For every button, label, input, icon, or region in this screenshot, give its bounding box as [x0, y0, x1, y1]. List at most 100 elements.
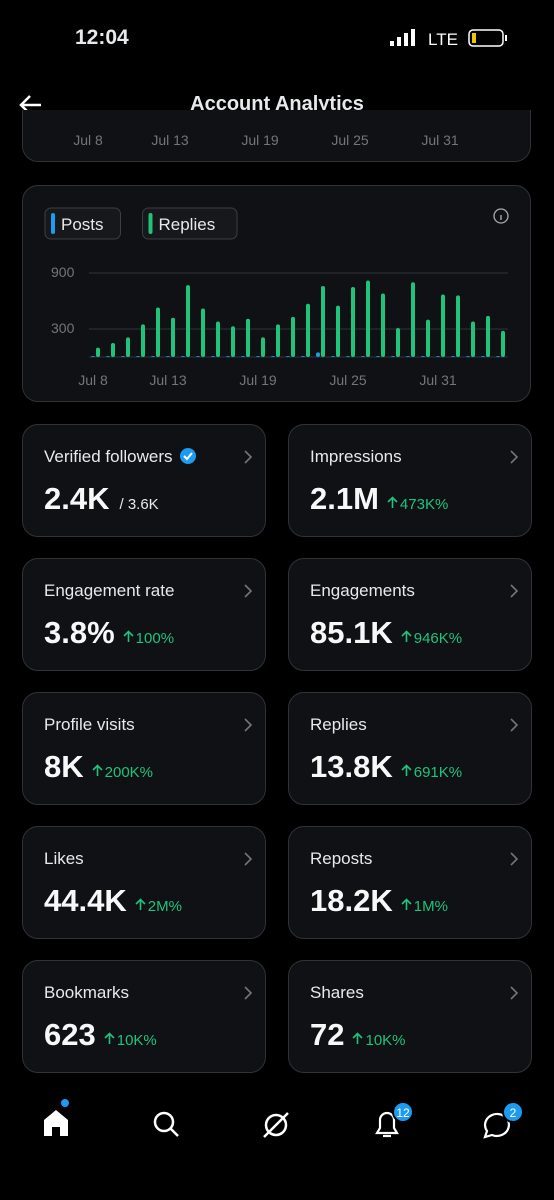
card-value: 13.8K 691K%	[310, 749, 462, 785]
bar	[346, 356, 350, 357]
search-tab[interactable]	[153, 1111, 179, 1137]
up-arrow	[387, 496, 398, 508]
top-x-label: Jul 25	[331, 132, 369, 148]
y-tick-label: 900	[51, 264, 75, 280]
card-label: Shares	[310, 983, 364, 1003]
x-tick-label: Jul 13	[149, 372, 187, 388]
up-arrow	[104, 1032, 115, 1044]
x-tick-label: Jul 25	[329, 372, 367, 388]
metric-card[interactable]: Shares 72 10K%	[288, 960, 532, 1073]
top-x-label: Jul 13	[151, 132, 189, 148]
card-change-text: 200K%	[104, 764, 154, 781]
x-tick-label: Jul 19	[239, 372, 277, 388]
chevron	[244, 852, 253, 866]
chevron	[510, 986, 519, 1000]
bar	[261, 337, 265, 357]
notifications-tab[interactable]: 12	[375, 1101, 414, 1138]
bar	[211, 356, 215, 357]
bar	[271, 356, 275, 357]
card-change-text: 10K%	[116, 1032, 157, 1049]
card-value-text: 18.2K	[310, 883, 393, 918]
card-change-text: 2M%	[147, 898, 182, 915]
legend-chip	[44, 207, 121, 240]
card-label-text: Reposts	[310, 849, 373, 868]
metric-card[interactable]: Bookmarks 623 10K%	[22, 960, 266, 1073]
bar	[481, 356, 485, 357]
top-x-label: Jul 8	[73, 132, 103, 148]
metric-card[interactable]: Reposts 18.2K 1M%	[288, 826, 532, 939]
card-value-text: 13.8K	[310, 749, 393, 784]
metric-card[interactable]: Engagement rate 3.8% 100%	[22, 558, 266, 671]
card-label-text: Engagements	[310, 581, 415, 600]
bar	[91, 356, 95, 357]
card-change-text: 10K%	[365, 1032, 406, 1049]
up-arrow	[401, 630, 412, 642]
chevron	[510, 718, 519, 732]
bar	[151, 356, 155, 357]
card-label: Verified followers	[44, 447, 197, 467]
metric-card[interactable]: Likes 44.4K 2M%	[22, 826, 266, 939]
bar	[501, 330, 505, 357]
card-change: 2M%	[135, 898, 182, 915]
status-time: 12:04	[75, 26, 129, 49]
home-tab[interactable]	[44, 1099, 69, 1136]
messages-badge: 2	[510, 1106, 517, 1120]
bar	[256, 356, 260, 357]
card-value: 2.4K / 3.6K	[44, 481, 159, 517]
card-label-text: Engagement rate	[44, 581, 175, 600]
chevron	[244, 986, 253, 1000]
metric-card[interactable]: Verified followers 2.4K / 3.6K	[22, 424, 266, 537]
card-value-text: 72	[310, 1017, 345, 1052]
card-value: 623 10K%	[44, 1017, 157, 1053]
metric-card[interactable]: Impressions 2.1M 473K%	[288, 424, 532, 537]
bar	[451, 356, 455, 357]
metric-card[interactable]: Profile visits 8K 200K%	[22, 692, 266, 805]
card-value: 18.2K 1M%	[310, 883, 448, 919]
card-label-text: Likes	[44, 849, 84, 868]
card-change-text: 1M%	[413, 898, 448, 915]
card-value: 44.4K 2M%	[44, 883, 182, 919]
up-arrow	[123, 630, 134, 642]
messages-tab[interactable]: 2	[483, 1101, 524, 1139]
metric-card[interactable]: Replies 13.8K 691K%	[288, 692, 532, 805]
bar	[381, 293, 385, 357]
card-label-text: Shares	[310, 983, 364, 1002]
bar	[226, 356, 230, 357]
card-change: 100%	[123, 630, 174, 647]
bar	[376, 356, 380, 357]
bar	[426, 319, 430, 357]
bar	[291, 316, 295, 357]
up-arrow	[135, 898, 146, 910]
card-label: Replies	[310, 715, 367, 735]
grok-tab[interactable]	[263, 1112, 289, 1138]
legend-label: Posts	[61, 215, 104, 234]
chevron	[510, 584, 519, 598]
chevron	[244, 718, 253, 732]
bar	[366, 280, 370, 357]
card-value-text: 2.4K	[44, 481, 110, 516]
card-value: 85.1K 946K%	[310, 615, 462, 651]
legend-swatch	[51, 213, 55, 234]
bar	[306, 303, 310, 357]
card-change: 10K%	[352, 1032, 406, 1049]
bar	[336, 305, 340, 357]
bar	[391, 356, 395, 357]
card-label: Bookmarks	[44, 983, 129, 1003]
bar	[246, 318, 250, 357]
status-network: LTE	[428, 30, 458, 49]
card-value-text: 44.4K	[44, 883, 127, 918]
chart: Posts Replies 300 900 Jul 8 Jul 13 Jul 19 Jul 2…	[44, 207, 509, 388]
bar	[321, 286, 325, 357]
bar	[111, 342, 115, 357]
card-change-text: 473K%	[399, 496, 449, 513]
header-title: Account Analytics	[190, 93, 364, 115]
bottom-nav: 12 2	[44, 1099, 524, 1139]
card-value-text: 85.1K	[310, 615, 393, 650]
metric-card[interactable]: Engagements 85.1K 946K%	[288, 558, 532, 671]
card-change-text: 946K%	[413, 630, 463, 647]
card-label: Engagements	[310, 581, 415, 601]
card-label: Reposts	[310, 849, 372, 869]
x-tick-label: Jul 31	[419, 372, 457, 388]
card-change: 946K%	[401, 630, 462, 647]
